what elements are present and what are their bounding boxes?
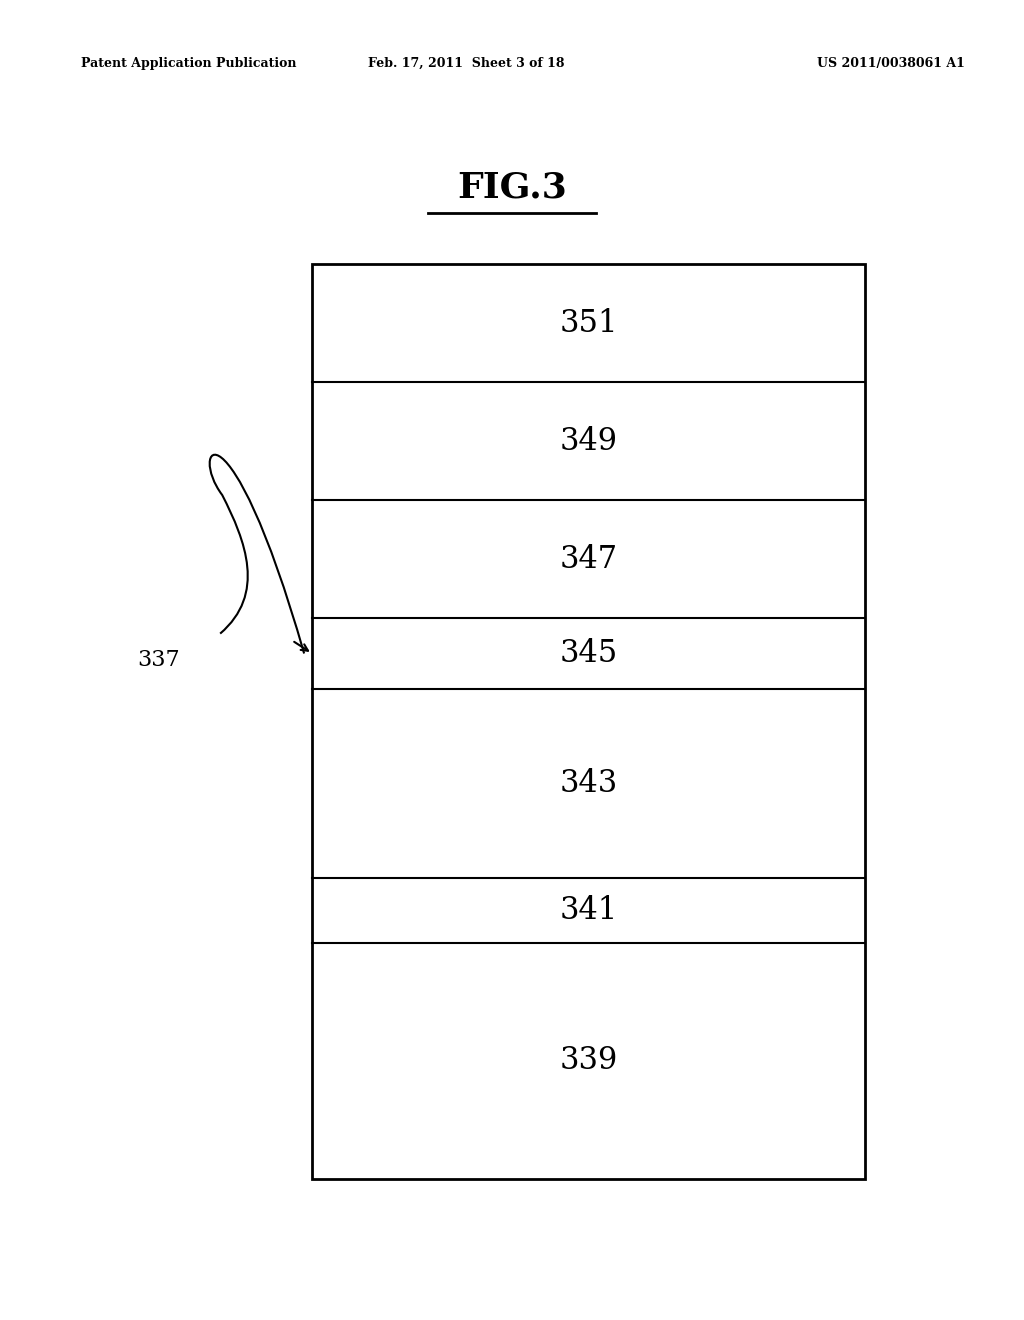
Text: 349: 349 [560,425,617,457]
Text: US 2011/0038061 A1: US 2011/0038061 A1 [817,57,965,70]
Text: 337: 337 [137,649,180,671]
Bar [312,264,865,1179]
Text: 341: 341 [560,895,617,925]
Text: FIG.3: FIG.3 [457,170,567,205]
Text: 345: 345 [560,638,617,669]
Text: Feb. 17, 2011  Sheet 3 of 18: Feb. 17, 2011 Sheet 3 of 18 [368,57,564,70]
Text: Patent Application Publication: Patent Application Publication [81,57,296,70]
Text: 347: 347 [560,544,617,574]
Text: 343: 343 [560,768,617,799]
Text: 339: 339 [560,1045,617,1076]
Text: 351: 351 [559,308,618,338]
